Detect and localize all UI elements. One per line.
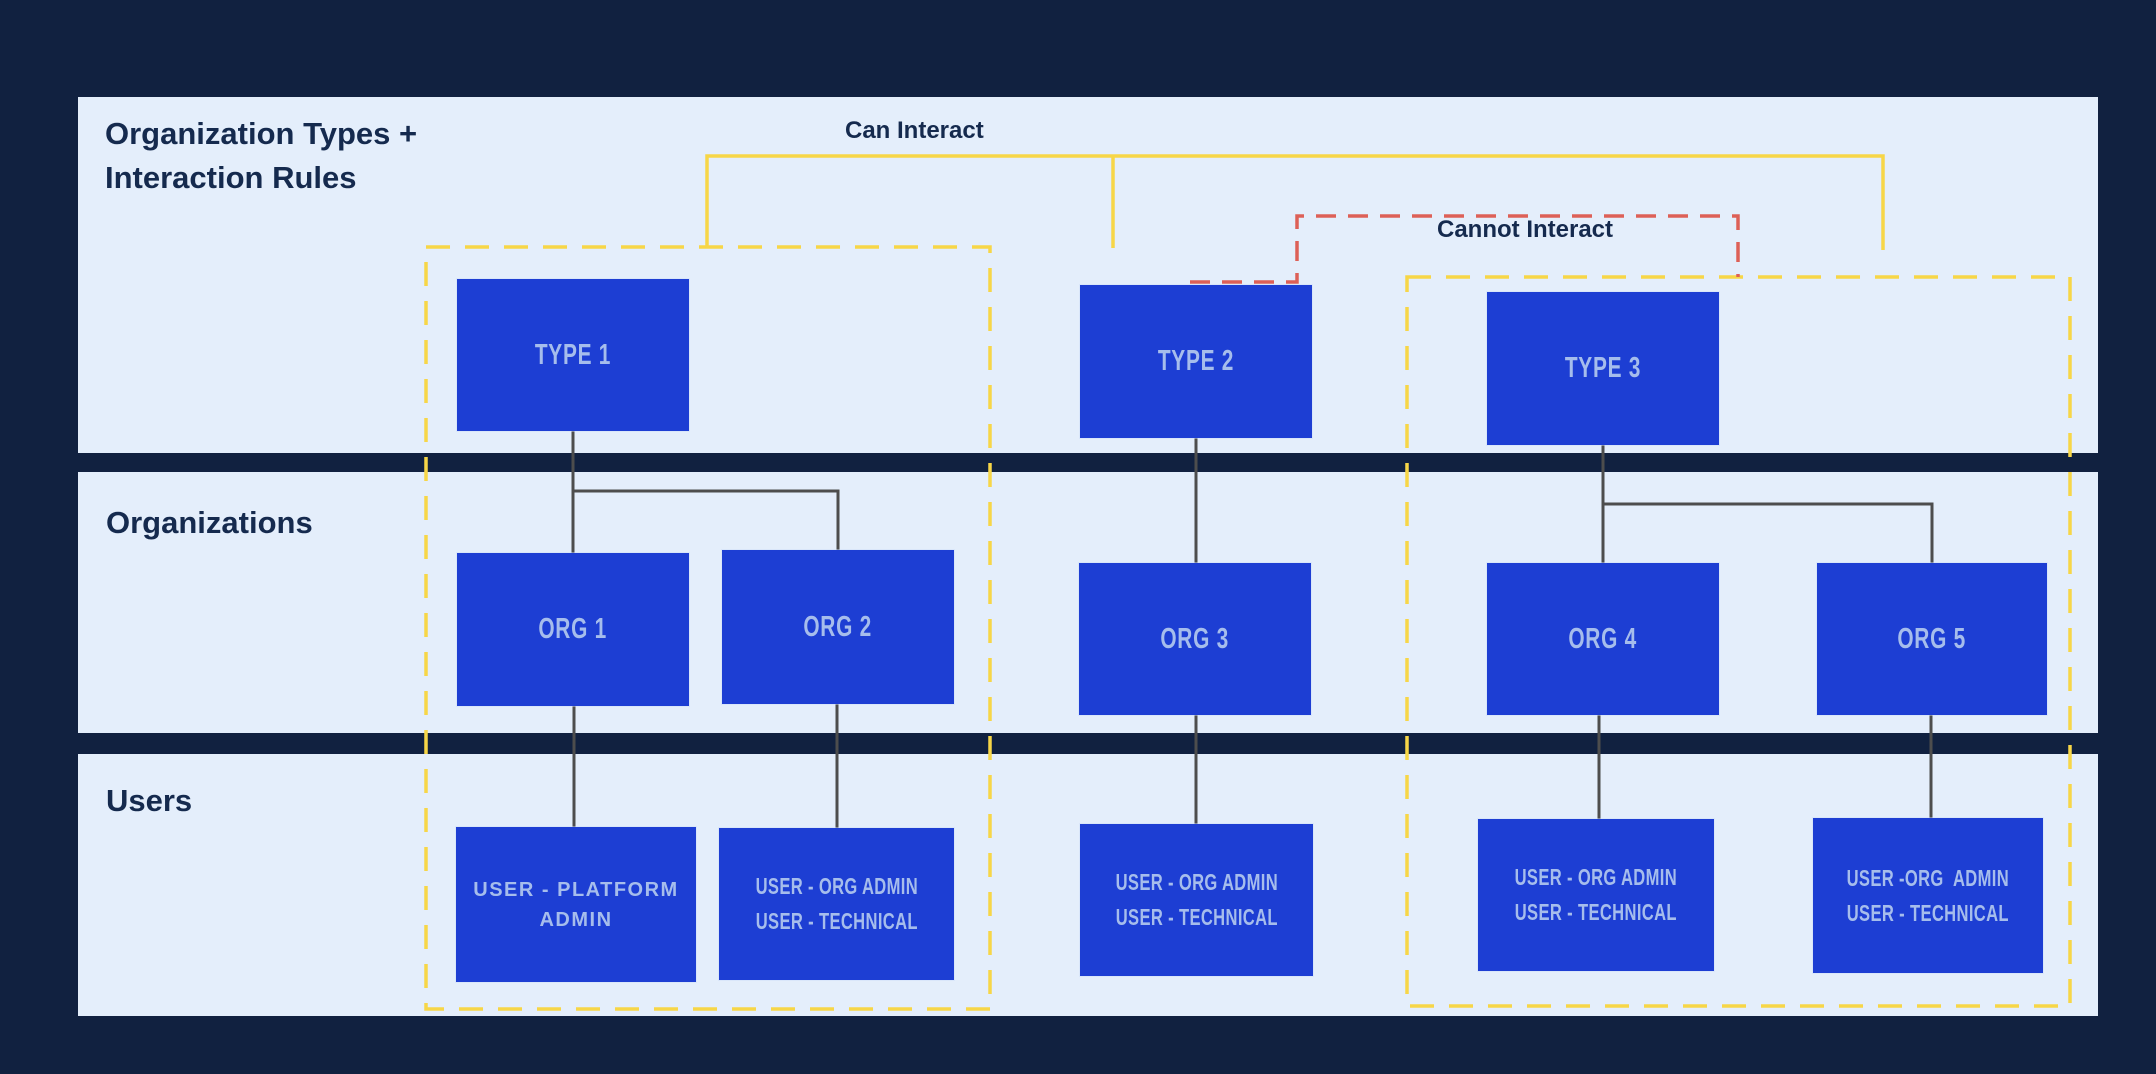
user3-label-line1: USER - ORG ADMIN [1115,869,1278,895]
org4-node: ORG 4 [1487,563,1719,715]
user2-label: USER - ORG ADMIN USER - TECHNICAL [755,869,917,939]
type1-label: TYPE 1 [534,338,612,371]
user5-label-line1: USER -ORG ADMIN [1846,864,2010,891]
user3-label-line2: USER - TECHNICAL [1115,904,1278,930]
user4-node: USER - ORG ADMIN USER - TECHNICAL [1478,819,1714,971]
user1-node: USER - PLATFORM ADMIN [456,827,696,982]
page-title-line2: Interaction Rules [105,160,357,195]
user5-node: USER -ORG ADMIN USER - TECHNICAL [1813,818,2043,973]
org3-node: ORG 3 [1079,563,1311,715]
org1-label: ORG 1 [538,613,608,645]
org4-label: ORG 4 [1568,622,1638,655]
user2-node: USER - ORG ADMIN USER - TECHNICAL [719,828,954,980]
page-title: Organization Types + Interaction Rules [105,112,417,200]
cannot-interact-label: Cannot Interact [1437,216,1614,243]
can-interact-label: Can Interact [845,117,984,144]
user1-label-line2: ADMIN [539,908,613,931]
user4-label-line2: USER - TECHNICAL [1514,899,1678,925]
user5-label-line2: USER - TECHNICAL [1846,899,2010,926]
user3-label: USER - ORG ADMIN USER - TECHNICAL [1115,865,1277,935]
users-row-label: Users [106,783,193,818]
type3-label: TYPE 3 [1564,352,1642,384]
type2-label: TYPE 2 [1157,345,1235,377]
org5-label: ORG 5 [1897,622,1967,655]
type2-node: TYPE 2 [1080,285,1312,438]
organizations-row-label: Organizations [106,505,313,540]
type3-node: TYPE 3 [1487,292,1719,445]
org1-node: ORG 1 [457,553,689,706]
org2-label: ORG 2 [803,610,873,643]
user4-label: USER - ORG ADMIN USER - TECHNICAL [1515,860,1677,930]
user1-label: USER - PLATFORM ADMIN [473,875,678,935]
user1-label-line1: USER - PLATFORM [473,878,679,901]
org3-label: ORG 3 [1160,622,1230,655]
user3-node: USER - ORG ADMIN USER - TECHNICAL [1080,824,1313,976]
user2-label-line2: USER - TECHNICAL [755,908,918,934]
type1-node: TYPE 1 [457,279,689,431]
org2-node: ORG 2 [722,550,954,704]
user5-label: USER -ORG ADMIN USER - TECHNICAL [1847,861,2009,931]
user2-label-line1: USER - ORG ADMIN [755,873,918,899]
user4-label-line1: USER - ORG ADMIN [1514,864,1678,890]
page-title-line1: Organization Types + [105,116,418,151]
org5-node: ORG 5 [1817,563,2047,715]
